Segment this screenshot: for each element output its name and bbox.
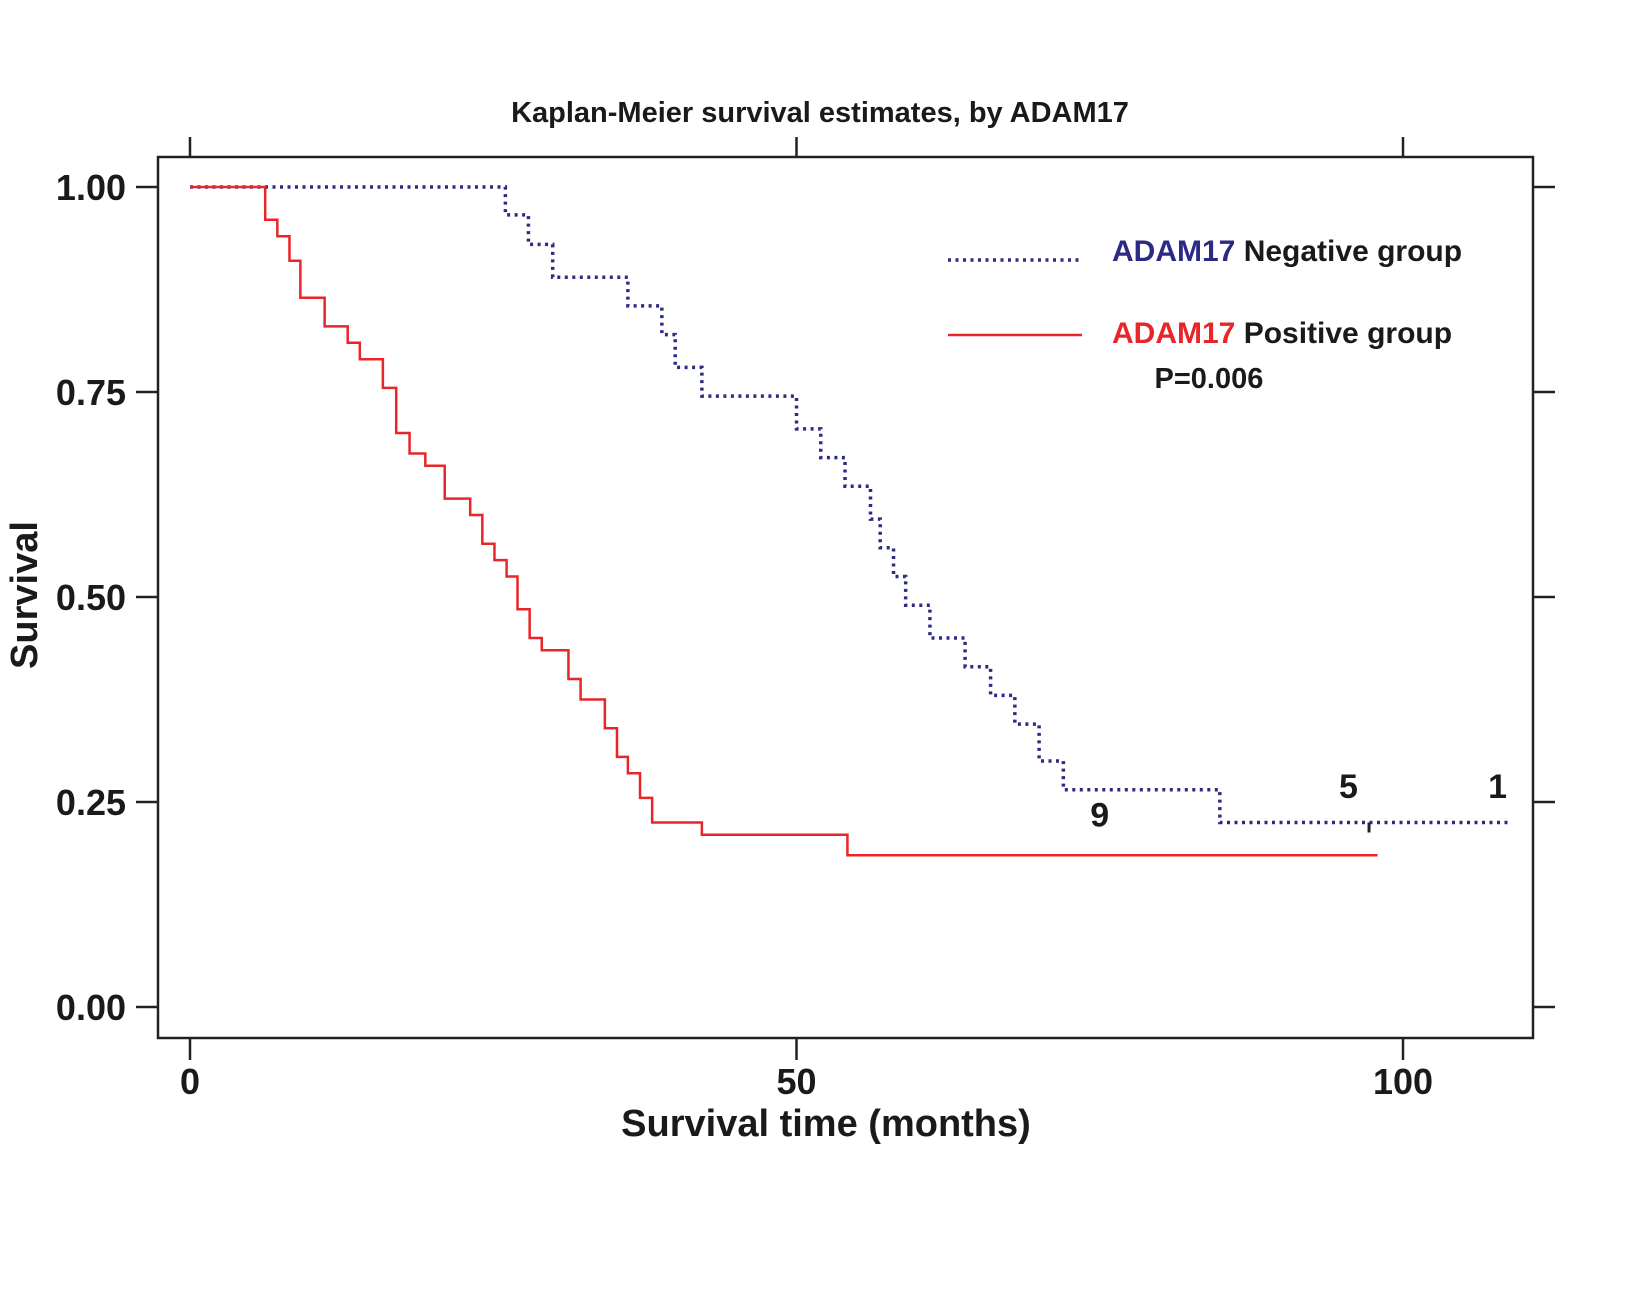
x-axis-title: Survival time (months) [621,1103,1031,1145]
legend-suffix-positive: Positive group [1235,317,1452,350]
plot-frame [156,155,1535,1040]
right-axis-ticks [1533,185,1555,1009]
positive-group-curve [190,185,1378,857]
y-axis: 0.00 0.25 0.50 0.75 1.00 [56,167,158,1028]
legend-suffix-negative: Negative group [1235,235,1462,268]
x-axis: 0 50 100 [180,1038,1433,1102]
x-tick-label: 0 [180,1061,200,1102]
legend-label-negative: ADAM17 Negative group [1112,235,1462,268]
y-tick-label: 1.00 [56,167,126,208]
negative-group-curve [190,185,1509,825]
at-risk-count-label: 1 [1488,768,1507,806]
at-risk-count-label: 5 [1339,768,1358,806]
chart-title: Kaplan-Meier survival estimates, by ADAM… [511,97,1129,129]
p-value-label: P=0.006 [1154,363,1263,395]
legend-label-positive: ADAM17 Positive group [1112,317,1452,350]
x-tick-label: 100 [1373,1061,1433,1102]
legend: ADAM17 Negative group ADAM17 Positive gr… [948,235,1462,350]
y-tick-label: 0.75 [56,372,126,413]
y-axis-title: Survival [4,521,46,669]
legend-prefix-positive: ADAM17 [1112,317,1235,350]
y-tick-label: 0.50 [56,577,126,618]
series-layer [190,185,1509,857]
legend-prefix-negative: ADAM17 [1112,235,1235,268]
x-tick-label: 50 [776,1061,816,1102]
top-axis-ticks [188,137,1405,157]
y-tick-label: 0.00 [56,987,126,1028]
y-tick-label: 0.25 [56,782,126,823]
annotation-layer: 9 5 1 P=0.006 [1090,363,1507,835]
at-risk-count-label: 9 [1090,797,1109,835]
